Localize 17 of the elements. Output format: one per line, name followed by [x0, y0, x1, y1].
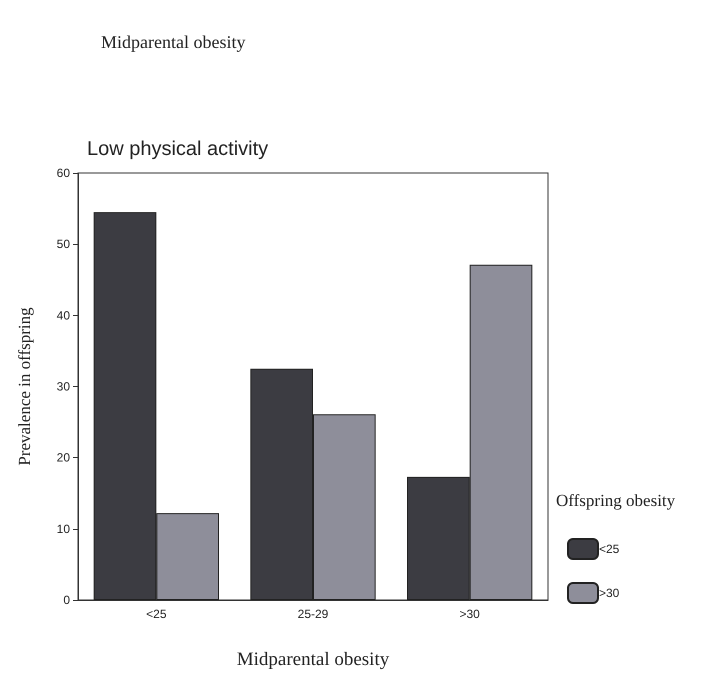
legend-label: >30 [599, 586, 620, 600]
y-axis-title: Prevalence in offspring [15, 306, 34, 466]
y-tick-label: 30 [56, 380, 70, 394]
chart-title: Midparental obesity [101, 32, 246, 52]
y-tick-label: 20 [56, 450, 70, 465]
x-tick-label: >30 [459, 607, 480, 621]
chart-subtitle: Low physical activity [87, 138, 268, 160]
x-tick-label: <25 [146, 607, 167, 621]
y-tick-label: 0 [63, 593, 70, 607]
legend-label: <25 [599, 542, 620, 556]
legend-title: Offspring obesity [556, 491, 676, 510]
y-tick-label: 10 [56, 522, 70, 536]
x-axis-title: Midparental obesity [236, 649, 390, 670]
y-tick-label: 60 [56, 166, 70, 180]
y-tick-label: 40 [56, 308, 70, 322]
y-tick-label: 50 [56, 237, 70, 252]
x-tick-label: 25-29 [298, 607, 329, 621]
